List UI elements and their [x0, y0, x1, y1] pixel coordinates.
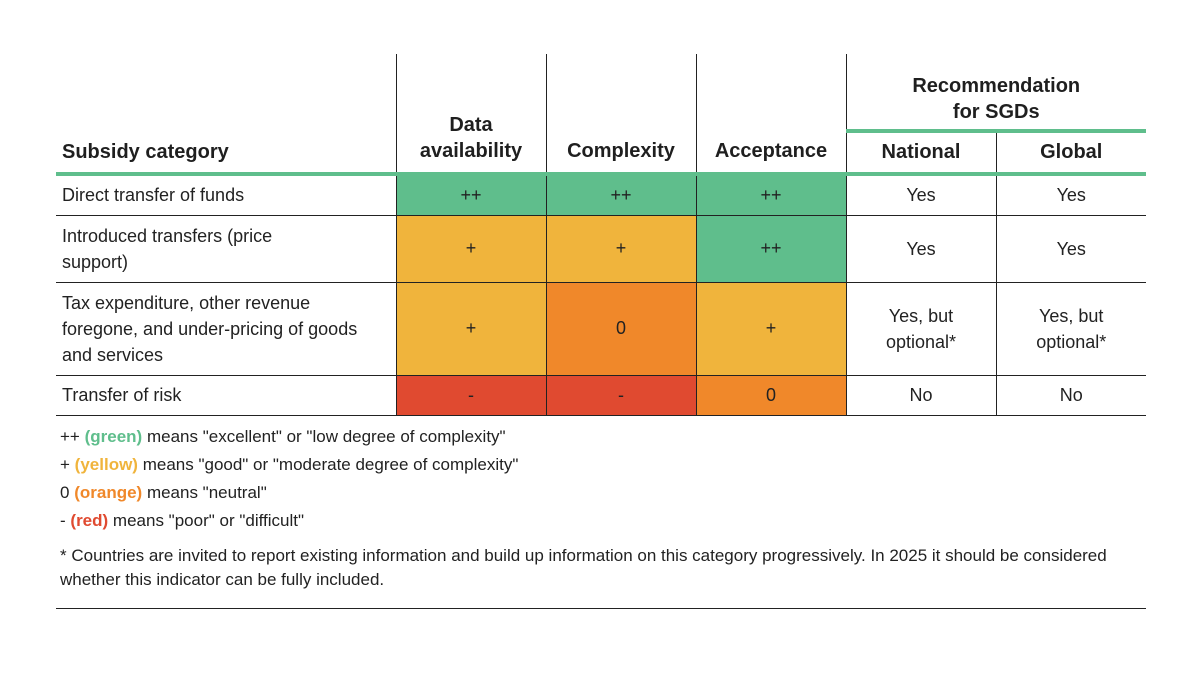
legend-text: means "good" or "moderate degree of comp… — [142, 455, 519, 474]
legend-symbol: - — [60, 511, 66, 530]
recommendation-national-label: Yes, but optional* — [885, 305, 957, 352]
rating-cell: 0 — [695, 375, 846, 416]
footnote: * Countries are invited to report existi… — [60, 546, 1107, 589]
row-category-label: Tax expenditure, other revenue foregone,… — [62, 292, 358, 365]
legend-text: means "excellent" or "low degree of comp… — [146, 427, 506, 446]
table-row: Tax expenditure, other revenue foregone,… — [56, 282, 1146, 376]
legend-color-name: (green) — [84, 427, 143, 446]
legend-symbol: ++ — [60, 427, 80, 446]
legend-item: ++ (green) means "excellent" or "low deg… — [60, 423, 518, 451]
header-recommendation-label: Recommendation for SGDs — [912, 74, 1081, 123]
rating-cell: - — [545, 375, 696, 416]
row-category: Introduced transfers (price support) — [56, 215, 396, 283]
row-category: Transfer of risk — [56, 375, 396, 416]
legend-symbol: 0 — [60, 483, 70, 502]
rating-cell: 0 — [545, 282, 696, 376]
recommendation-national: No — [845, 375, 996, 416]
recommendation-global-label: Yes, but optional* — [1036, 305, 1107, 352]
header-complexity: Complexity — [545, 54, 696, 176]
legend-color-name: (yellow) — [74, 455, 138, 474]
recommendation-global: Yes — [995, 174, 1146, 216]
legend-text: means "neutral" — [146, 483, 267, 502]
header-subsidy-category: Subsidy category — [56, 54, 396, 176]
recommendation-global: Yes — [995, 215, 1146, 283]
legend-text: means "poor" or "difficult" — [112, 511, 304, 530]
subsidy-table: Subsidy category Data availability Compl… — [56, 54, 1146, 416]
row-category-label: Introduced transfers (price support) — [62, 225, 273, 272]
subsidy-table-frame: Subsidy category Data availability Compl… — [56, 54, 1146, 416]
bottom-rule — [56, 608, 1146, 609]
rating-cell: ++ — [695, 174, 846, 216]
recommendation-national: Yes, but optional* — [845, 282, 996, 376]
row-category: Tax expenditure, other revenue foregone,… — [56, 282, 396, 376]
rating-cell: + — [695, 282, 846, 376]
header-data-availability-label: Data availability — [419, 114, 523, 162]
legend-item: 0 (orange) means "neutral" — [60, 479, 518, 507]
recommendation-national: Yes — [845, 215, 996, 283]
legend-color-name: (orange) — [74, 483, 143, 502]
recommendation-national: Yes — [845, 174, 996, 216]
rating-cell: ++ — [545, 174, 696, 216]
legend: ++ (green) means "excellent" or "low deg… — [60, 423, 518, 535]
legend-item: - (red) means "poor" or "difficult" — [60, 507, 518, 535]
header-acceptance: Acceptance — [695, 54, 846, 176]
rating-cell: - — [395, 375, 546, 416]
recommendation-global: No — [995, 375, 1146, 416]
header-data-availability: Data availability — [395, 54, 546, 176]
rating-cell: + — [395, 282, 546, 376]
legend-color-name: (red) — [70, 511, 109, 530]
legend-symbol: + — [60, 455, 70, 474]
recommendation-global: Yes, but optional* — [995, 282, 1146, 376]
table-row: Introduced transfers (price support) + +… — [56, 215, 1146, 283]
rating-cell: ++ — [395, 174, 546, 216]
rating-cell: + — [395, 215, 546, 283]
header-recommendation: Recommendation for SGDs — [845, 54, 1146, 133]
legend-item: + (yellow) means "good" or "moderate deg… — [60, 451, 518, 479]
rating-cell: + — [545, 215, 696, 283]
table-row: Transfer of risk - - 0 No No — [56, 375, 1146, 416]
table-row: Direct transfer of funds ++ ++ ++ Yes Ye… — [56, 174, 1146, 216]
rating-cell: ++ — [695, 215, 846, 283]
header-national: National — [845, 130, 996, 177]
header-global: Global — [995, 130, 1146, 177]
row-category: Direct transfer of funds — [56, 174, 396, 216]
